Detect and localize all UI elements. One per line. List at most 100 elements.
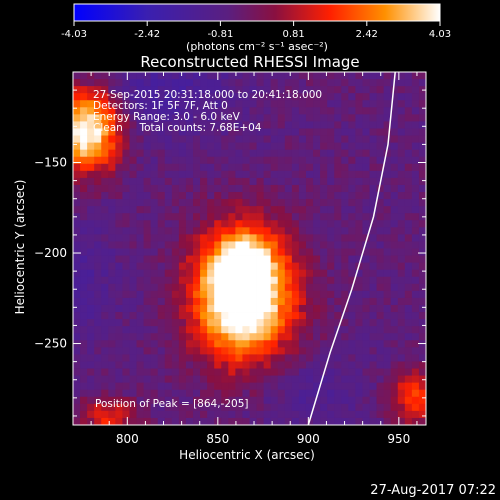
heatmap-cell — [193, 368, 201, 376]
heatmap-cell — [129, 255, 137, 264]
heatmap-cell — [129, 403, 137, 412]
heatmap-cell — [277, 142, 286, 151]
heatmap-cell — [390, 177, 399, 186]
heatmap-cell — [171, 79, 180, 87]
heatmap-cell — [185, 326, 194, 334]
heatmap-cell — [362, 410, 370, 419]
chart-title: Reconstructed RHESSI Image — [140, 53, 359, 71]
heatmap-cell — [185, 199, 194, 207]
heatmap-cell — [256, 170, 265, 179]
heatmap-cell — [171, 206, 180, 214]
heatmap-cell — [94, 389, 102, 398]
heatmap-cell — [284, 347, 293, 355]
heatmap-cell — [129, 304, 137, 313]
heatmap-cell — [87, 354, 95, 362]
heatmap-cell — [101, 72, 109, 80]
heatmap-cell — [277, 248, 286, 256]
heatmap-cell — [383, 149, 392, 158]
heatmap-cell — [383, 170, 392, 179]
heatmap-cell — [108, 248, 116, 256]
heatmap-cell — [185, 86, 194, 94]
heatmap-cell — [207, 396, 215, 405]
heatmap-cell — [270, 389, 279, 398]
heatmap-cell — [383, 361, 392, 369]
heatmap-cell — [369, 177, 377, 186]
heatmap-cell — [87, 368, 95, 376]
heatmap-cell — [291, 262, 300, 271]
heatmap-cell — [369, 326, 377, 334]
heatmap-cell — [249, 276, 257, 285]
heatmap-cell — [390, 361, 399, 369]
heatmap-cell — [341, 227, 349, 235]
heatmap-cell — [214, 262, 222, 271]
heatmap-cell — [313, 319, 321, 327]
heatmap-cell — [376, 142, 385, 151]
heatmap-cell — [277, 326, 286, 334]
heatmap-cell — [397, 93, 406, 101]
heatmap-cell — [115, 382, 123, 391]
heatmap-cell — [291, 319, 300, 327]
heatmap-cell — [150, 417, 159, 425]
heatmap-cell — [185, 163, 194, 172]
heatmap-cell — [348, 326, 356, 334]
heatmap-cell — [298, 269, 307, 278]
heatmap-cell — [214, 93, 222, 101]
heatmap-cell — [411, 79, 420, 87]
heatmap-cell — [129, 368, 137, 376]
heatmap-cell — [214, 121, 222, 129]
heatmap-cell — [284, 283, 293, 292]
heatmap-cell — [221, 290, 229, 299]
heatmap-cell — [362, 375, 370, 384]
heatmap-cell — [355, 220, 363, 228]
heatmap-cell — [263, 163, 272, 172]
heatmap-cell — [313, 149, 321, 158]
heatmap-cell — [185, 220, 194, 228]
heatmap-cell — [242, 100, 250, 108]
heatmap-cell — [228, 234, 236, 242]
heatmap-cell — [263, 241, 272, 249]
heatmap-cell — [341, 199, 349, 207]
heatmap-cell — [298, 107, 307, 115]
heatmap-cell — [397, 255, 406, 264]
heatmap-cell — [122, 213, 130, 221]
heatmap-cell — [157, 135, 166, 143]
heatmap-cell — [376, 248, 385, 256]
heatmap-cell — [313, 79, 321, 87]
heatmap-cell — [291, 135, 300, 143]
heatmap-cell — [136, 347, 144, 355]
heatmap-cell — [291, 417, 300, 425]
heatmap-cell — [383, 354, 392, 362]
heatmap-cell — [418, 142, 426, 151]
heatmap-cell — [150, 213, 159, 221]
heatmap-cell — [418, 163, 426, 172]
heatmap-cell — [270, 248, 279, 256]
heatmap-cell — [270, 199, 279, 207]
heatmap-cell — [129, 290, 137, 299]
heatmap-cell — [355, 79, 363, 87]
heatmap-cell — [284, 262, 293, 271]
heatmap-cell — [235, 156, 243, 165]
heatmap-cell — [122, 276, 130, 285]
heatmap-cell — [305, 234, 314, 242]
heatmap-cell — [320, 79, 328, 87]
heatmap-cell — [87, 227, 95, 235]
heatmap-cell — [418, 149, 426, 158]
heatmap-cell — [164, 100, 173, 108]
heatmap-cell — [171, 340, 180, 348]
heatmap-cell — [277, 100, 286, 108]
heatmap-cell — [411, 396, 420, 405]
heatmap-cell — [355, 177, 363, 186]
heatmap-cell — [263, 213, 272, 221]
heatmap-cell — [418, 276, 426, 285]
heatmap-cell — [334, 184, 342, 193]
heatmap-cell — [73, 184, 81, 193]
heatmap-cell — [376, 319, 385, 327]
heatmap-cell — [411, 149, 420, 158]
heatmap-cell — [249, 283, 257, 292]
heatmap-cell — [291, 382, 300, 391]
heatmap-cell — [221, 262, 229, 271]
heatmap-cell — [411, 403, 420, 412]
heatmap-cell — [355, 86, 363, 94]
heatmap-cell — [277, 220, 286, 228]
heatmap-cell — [263, 333, 272, 341]
